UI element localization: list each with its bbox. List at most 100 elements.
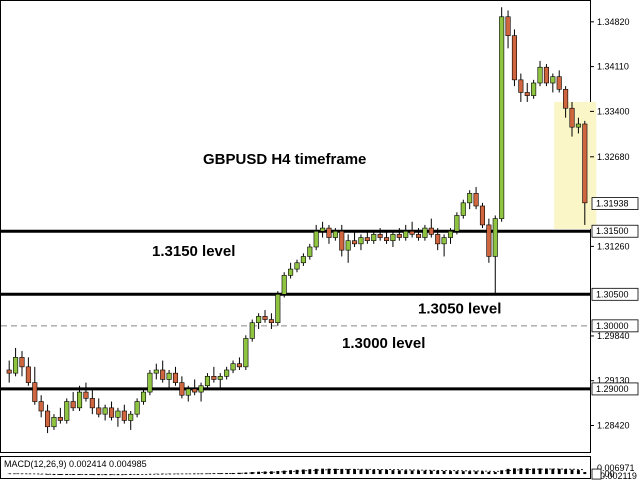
- candle-body-bear: [409, 230, 415, 235]
- candle: [486, 218, 492, 263]
- price-badge: [591, 197, 639, 211]
- candle-body-bull: [531, 82, 537, 96]
- candle: [268, 313, 274, 329]
- candle-body-bear: [192, 388, 198, 393]
- candle: [134, 398, 140, 418]
- candle-body-bull: [537, 66, 543, 84]
- candle-body-bull: [128, 413, 134, 421]
- candle-body-bull: [575, 123, 581, 128]
- candle-body-bear: [428, 227, 434, 235]
- candle-body-bear: [211, 376, 217, 380]
- candle: [115, 407, 121, 427]
- candle-body-bear: [511, 35, 517, 81]
- candle: [345, 234, 351, 263]
- candle: [415, 228, 422, 241]
- candle-body-bull: [300, 256, 306, 264]
- candle: [377, 228, 383, 241]
- candle: [499, 7, 505, 222]
- candle: [275, 291, 281, 326]
- candle: [204, 373, 211, 389]
- candle: [473, 187, 479, 210]
- candle-body-bull: [77, 391, 83, 409]
- candle: [121, 404, 127, 424]
- candle: [70, 392, 76, 411]
- candle-body-bear: [326, 227, 332, 238]
- candle: [518, 73, 524, 102]
- candle: [383, 231, 390, 244]
- candle-body-bear: [32, 382, 38, 402]
- candle-body-bear: [383, 237, 390, 241]
- macd-pane-frame: [0, 456, 591, 479]
- candle-body-bull: [294, 262, 300, 270]
- price-tick-label: 1.31260: [597, 241, 630, 251]
- price-badge: [591, 382, 639, 396]
- candle: [6, 360, 12, 383]
- candle: [160, 360, 166, 383]
- candle: [64, 398, 70, 424]
- candle-body-bear: [172, 372, 179, 383]
- candle-body-bull: [550, 76, 556, 84]
- candle: [403, 224, 409, 241]
- candle: [147, 370, 153, 396]
- candle: [153, 363, 159, 380]
- candle-body-bull: [153, 369, 159, 374]
- candles: [6, 7, 588, 434]
- candle-body-bear: [268, 319, 274, 323]
- candle-body-bear: [364, 237, 370, 241]
- candle-body-bear: [563, 89, 569, 109]
- candle: [467, 190, 473, 210]
- candle: [422, 224, 428, 241]
- candle-body-bear: [179, 382, 185, 396]
- candle-body-bull: [371, 234, 377, 241]
- candle: [332, 228, 338, 241]
- chart-title: GBPUSD H4 timeframe: [203, 151, 366, 168]
- candle: [198, 382, 204, 402]
- candle: [358, 234, 364, 251]
- candle: [25, 357, 31, 386]
- candle: [454, 212, 460, 235]
- annotations: GBPUSD H4 timeframe 1.3150 level 1.3050 l…: [152, 151, 501, 352]
- candle: [524, 83, 530, 102]
- candle: [262, 310, 268, 323]
- candle-body-bear: [57, 417, 63, 421]
- candle-body-bear: [160, 369, 166, 380]
- candle: [256, 313, 262, 329]
- candle-body-bull: [230, 363, 236, 371]
- macd-tick-label: 0.00: [597, 469, 615, 479]
- candle-body-bull: [422, 227, 428, 238]
- candle: [537, 60, 543, 87]
- candle-body-bear: [38, 401, 44, 412]
- candle-body-bull: [281, 275, 287, 295]
- candle-body-bull: [358, 237, 364, 245]
- candle-body-bear: [70, 401, 76, 409]
- price-badge-label: 1.31500: [596, 226, 629, 236]
- price-tick-label: 1.34110: [597, 62, 629, 72]
- candle: [320, 221, 326, 238]
- candle-body-bull: [140, 391, 147, 402]
- candle-body-bear: [435, 234, 441, 245]
- candle: [307, 243, 313, 260]
- candle: [89, 388, 95, 415]
- candle-body-bear: [505, 16, 511, 36]
- candle-body-bull: [454, 215, 460, 232]
- candle-body-bear: [108, 407, 115, 418]
- candle: [556, 70, 562, 93]
- candle: [313, 224, 319, 251]
- support-resistance-levels: [1, 229, 590, 391]
- candle-body-bull: [288, 268, 294, 276]
- candle: [249, 319, 255, 342]
- macd-tick-label: -0.002119: [597, 471, 637, 480]
- candle: [32, 366, 38, 405]
- candle-body-bear: [89, 398, 95, 409]
- candle: [281, 272, 287, 298]
- candle: [364, 231, 370, 244]
- candle-body-bear: [486, 224, 492, 257]
- candle-body-bull: [224, 369, 230, 377]
- level-label: 1.3050 level: [418, 300, 501, 317]
- candle-body-bear: [121, 410, 127, 421]
- candle: [371, 231, 377, 244]
- candle: [569, 101, 575, 137]
- candle-body-bear: [396, 234, 402, 238]
- price-tick-label: 1.32680: [597, 152, 630, 162]
